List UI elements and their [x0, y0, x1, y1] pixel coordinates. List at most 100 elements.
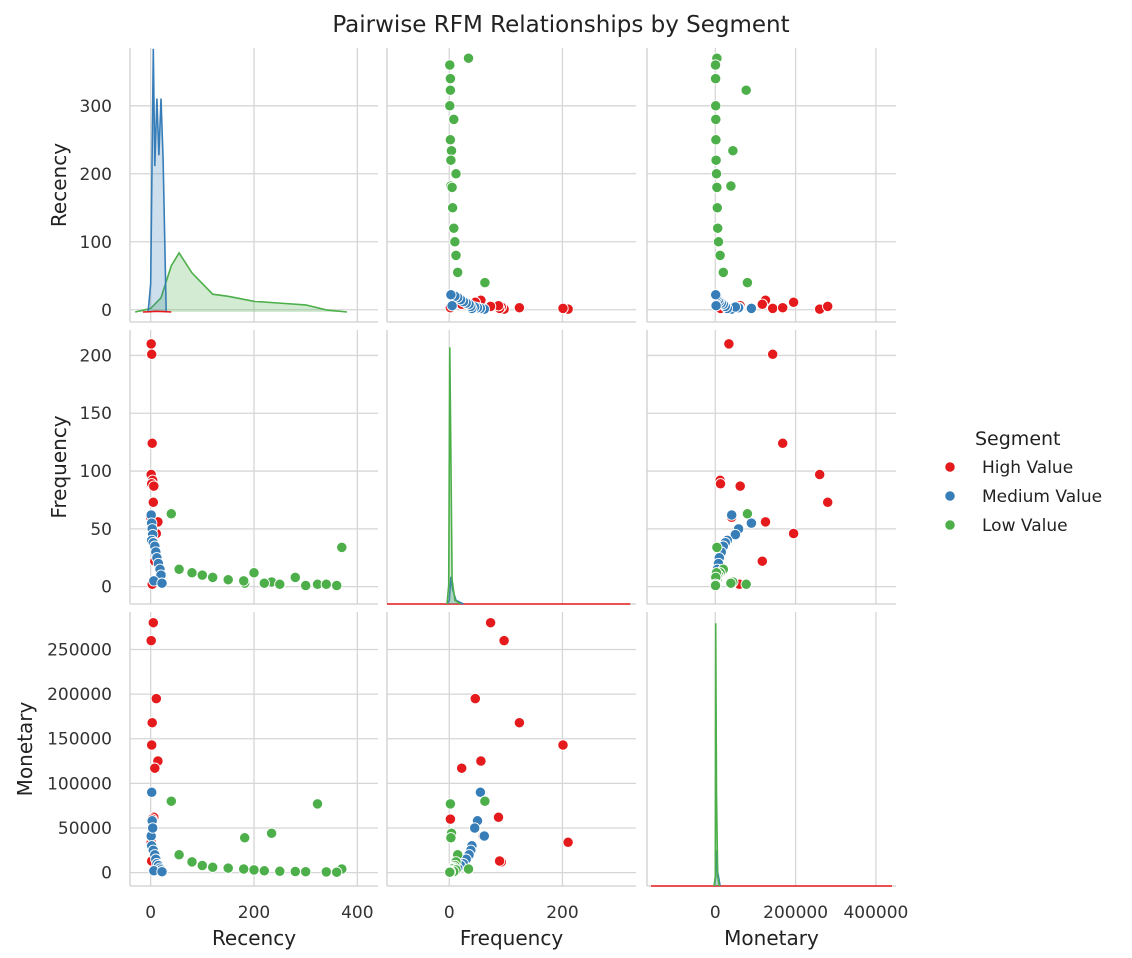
- point-high-value: [498, 634, 510, 647]
- point-low-value: [336, 541, 348, 554]
- point-high-value: [145, 338, 157, 350]
- point-low-value: [173, 849, 185, 861]
- y-tick-label: 100: [80, 233, 112, 253]
- point-high-value: [777, 437, 789, 449]
- point-medium-value: [156, 866, 168, 878]
- point-low-value: [710, 100, 722, 112]
- legend-label: Low Value: [982, 516, 1068, 536]
- point-low-value: [265, 827, 278, 839]
- y-tick-label: 150: [80, 404, 112, 424]
- point-low-value: [238, 575, 250, 587]
- point-low-value: [452, 266, 464, 279]
- legend-items: High Value Medium Value Low Value: [944, 458, 1102, 536]
- point-low-value: [222, 862, 234, 874]
- legend-label: Medium Value: [982, 487, 1102, 507]
- point-low-value: [727, 145, 739, 157]
- point-high-value: [734, 480, 746, 492]
- point-low-value: [248, 567, 260, 579]
- point-low-value: [444, 866, 456, 878]
- point-low-value: [710, 113, 722, 126]
- point-high-value: [145, 634, 157, 647]
- point-low-value: [450, 249, 462, 262]
- point-low-value: [258, 577, 270, 589]
- point-low-value: [445, 832, 457, 844]
- point-high-value: [456, 762, 468, 774]
- point-low-value: [289, 865, 301, 878]
- panel-frequency-vs-frequency: [386, 330, 636, 605]
- point-low-value: [300, 866, 312, 878]
- point-medium-value: [156, 577, 168, 589]
- point-low-value: [289, 571, 301, 584]
- point-low-value: [444, 59, 456, 71]
- kde-line-high-value: [142, 310, 172, 313]
- point-high-value: [150, 692, 162, 705]
- point-high-value: [557, 739, 569, 751]
- point-low-value: [444, 72, 457, 85]
- point-high-value: [723, 338, 735, 350]
- point-low-value: [274, 578, 286, 590]
- point-low-value: [207, 861, 219, 873]
- y-tick-label: 200000: [47, 685, 112, 705]
- y-tick-label: 100: [80, 462, 112, 482]
- point-low-value: [196, 859, 208, 872]
- x-tick-label: 200000: [763, 903, 828, 923]
- point-low-value: [710, 134, 722, 146]
- point-high-value: [557, 302, 569, 315]
- point-low-value: [717, 266, 729, 279]
- point-medium-value: [745, 517, 758, 529]
- point-low-value: [320, 866, 332, 878]
- point-high-value: [493, 855, 506, 867]
- point-low-value: [479, 276, 491, 289]
- point-low-value: [462, 863, 475, 875]
- y-tick-label: 0: [101, 578, 112, 598]
- point-low-value: [710, 168, 723, 180]
- x-tick-label: 200: [546, 903, 578, 923]
- point-low-value: [444, 798, 457, 810]
- point-medium-value: [469, 822, 481, 834]
- point-medium-value: [478, 830, 490, 842]
- point-low-value: [479, 795, 491, 807]
- point-low-value: [710, 154, 722, 166]
- kde-line-medium-value: [147, 48, 167, 313]
- point-medium-value: [474, 786, 487, 798]
- point-medium-value: [710, 300, 722, 312]
- point-medium-value: [745, 302, 758, 315]
- point-low-value: [300, 579, 312, 592]
- point-high-value: [444, 813, 457, 825]
- legend-marker: [944, 519, 956, 531]
- point-high-value: [787, 527, 800, 540]
- point-medium-value: [726, 509, 738, 521]
- y-tick-label: 200: [80, 165, 112, 185]
- y-axis-label-recency: Recency: [47, 143, 71, 227]
- point-low-value: [449, 236, 461, 248]
- point-high-value: [777, 302, 789, 314]
- panel-monetary-vs-frequency: [386, 612, 636, 887]
- point-low-value: [186, 567, 198, 579]
- point-low-value: [711, 541, 723, 554]
- panel-frequency-vs-recency: [129, 330, 378, 605]
- point-low-value: [311, 798, 324, 810]
- point-low-value: [711, 181, 723, 194]
- x-tick-label: 200: [238, 903, 270, 923]
- point-medium-value: [710, 289, 722, 301]
- y-tick-label: 200: [80, 346, 112, 366]
- y-axis-labels: 0 100 200 300 Recency 0 50 100 150 200 Frequency 0 5…: [13, 97, 112, 884]
- point-high-value: [484, 617, 497, 629]
- point-low-value: [331, 866, 343, 878]
- point-low-value: [741, 276, 754, 289]
- point-high-value: [146, 739, 158, 751]
- point-low-value: [448, 113, 460, 126]
- point-high-value: [146, 348, 158, 360]
- panel-recency-vs-recency: [129, 48, 378, 323]
- point-high-value: [148, 480, 160, 492]
- point-low-value: [248, 864, 260, 876]
- point-high-value: [146, 437, 158, 449]
- y-tick-label: 300: [80, 97, 112, 117]
- point-medium-value: [146, 786, 158, 798]
- panel-frequency-vs-monetary: [646, 330, 896, 605]
- point-medium-value: [445, 289, 457, 301]
- point-low-value: [331, 579, 343, 592]
- y-tick-label: 0: [101, 301, 112, 321]
